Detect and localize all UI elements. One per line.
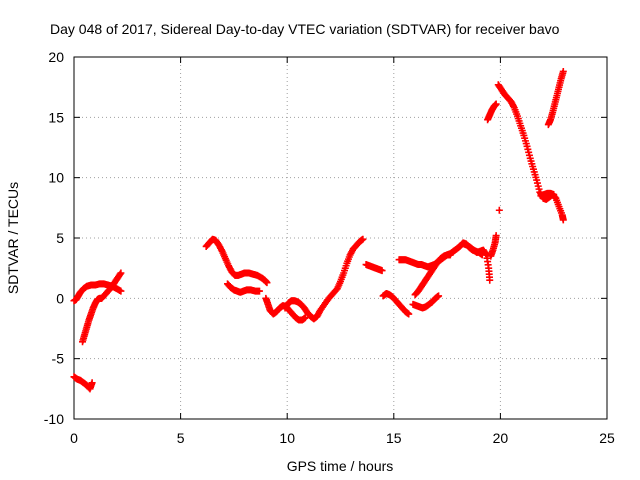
data-point [559, 216, 567, 224]
data-point [405, 310, 413, 318]
series-arc18 [537, 189, 558, 200]
x-tick-label: 10 [279, 430, 295, 446]
x-tick-label: 20 [493, 430, 509, 446]
data-point [88, 379, 96, 387]
series-arc15 [484, 100, 500, 124]
y-tick-label: 20 [48, 49, 64, 65]
y-tick-label: 15 [48, 109, 64, 125]
series-arc13 [460, 240, 494, 284]
data-point [117, 287, 125, 295]
series-arc14 [487, 232, 500, 260]
x-tick-label: 25 [599, 430, 615, 446]
x-axis-label: GPS time / hours [287, 458, 394, 474]
data-point [486, 276, 494, 284]
y-tick-label: -10 [44, 411, 64, 427]
data-point [550, 191, 558, 199]
y-tick-label: 5 [56, 230, 64, 246]
series-arc5 [224, 280, 263, 296]
data-point [559, 67, 567, 75]
y-axis-label: SDTVAR / TECUs [5, 182, 21, 294]
series-arc9 [379, 290, 413, 318]
series-arc8 [362, 261, 386, 275]
y-tick-label: 10 [48, 170, 64, 186]
x-tick-label: 15 [386, 430, 402, 446]
series-arc11 [409, 292, 443, 312]
data-point [495, 206, 503, 214]
data-point [378, 267, 386, 275]
series-arc3 [70, 373, 96, 393]
x-tick-label: 0 [70, 430, 78, 446]
data-point [492, 232, 500, 240]
y-tick-label: -5 [52, 351, 65, 367]
series-arc19 [544, 67, 567, 129]
data-point [492, 100, 500, 108]
series-arc2 [79, 269, 125, 346]
data-points [70, 67, 567, 393]
data-point [263, 279, 271, 287]
axis-ticks: 0 5 10 15 20 25 -10 -5 0 5 10 15 20 [44, 49, 615, 446]
y-tick-label: 0 [56, 290, 64, 306]
grid [74, 57, 607, 419]
series-arc4 [202, 235, 271, 287]
series-arc16 [494, 81, 567, 224]
data-point [435, 292, 443, 300]
data-point [359, 235, 367, 243]
x-tick-label: 5 [177, 430, 185, 446]
data-point [301, 314, 309, 322]
series-arc7 [281, 235, 367, 323]
chart-title: Day 048 of 2017, Sidereal Day-to-day VTE… [50, 21, 560, 37]
data-point [117, 269, 125, 277]
series-arc17 [495, 206, 503, 214]
data-point [255, 287, 263, 295]
